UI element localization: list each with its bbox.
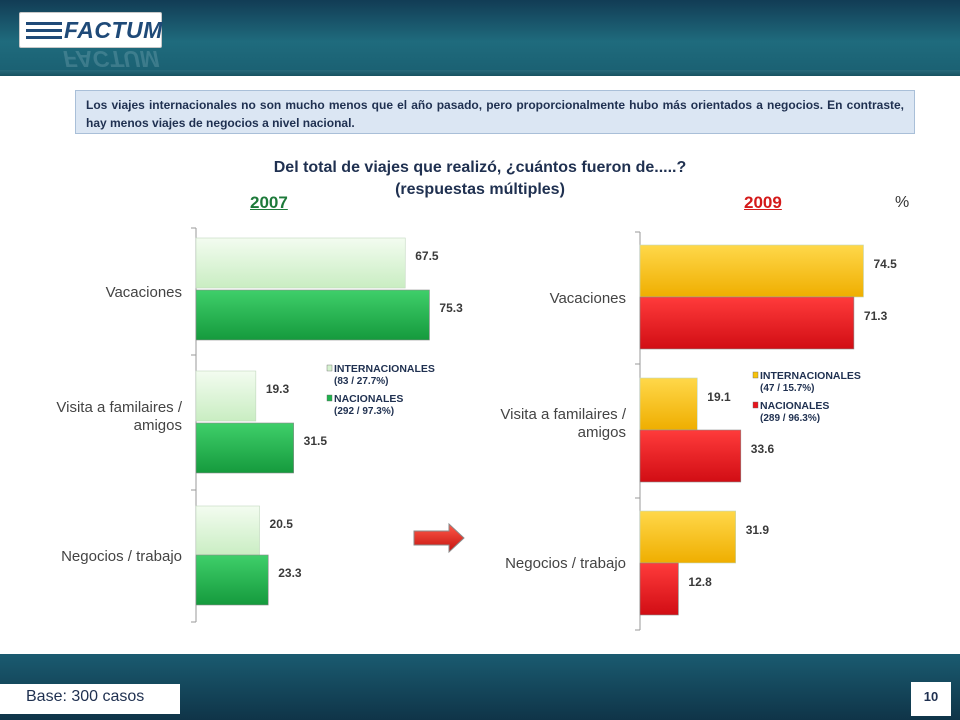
chart-2007: Vacaciones 67.5 75.3 Visita a familaires /a… bbox=[56, 227, 463, 623]
bar-value-label: 19.3 bbox=[266, 382, 290, 396]
category-label: Visita a familaires / bbox=[56, 399, 182, 416]
category-label: amigos bbox=[578, 424, 626, 441]
category-label: amigos bbox=[134, 417, 182, 434]
bar-value-label: 20.5 bbox=[270, 517, 294, 531]
bar-value-label: 31.9 bbox=[746, 523, 770, 537]
legend-swatch bbox=[326, 364, 333, 372]
question-line-2: (respuestas múltiples) bbox=[395, 181, 565, 198]
question-line-1: Del total de viajes que realizó, ¿cuánto… bbox=[273, 159, 687, 176]
bar-value-label: 67.5 bbox=[415, 249, 439, 263]
bar-nacionales bbox=[195, 554, 269, 606]
legend-label: INTERNACIONALES bbox=[334, 363, 435, 375]
page-number-box bbox=[911, 682, 951, 716]
legend-swatch bbox=[752, 401, 759, 409]
year-2009-label: 2009 bbox=[744, 193, 782, 212]
bar-internacionales bbox=[195, 505, 260, 557]
bar-value-label: 23.3 bbox=[278, 566, 302, 580]
bar-nacionales bbox=[639, 429, 742, 483]
bar-value-label: 71.3 bbox=[864, 309, 888, 323]
factum-logo: FACTUM bbox=[19, 12, 162, 48]
legend-swatch bbox=[752, 371, 759, 379]
category-label: Visita a familaires / bbox=[500, 406, 626, 423]
bar-value-label: 31.5 bbox=[304, 434, 328, 448]
logo-stripes-icon bbox=[26, 22, 62, 39]
arrow-icon bbox=[413, 522, 465, 554]
question-title: Del total de viajes que realizó, ¿cuánto… bbox=[180, 157, 780, 201]
bar-value-label: 75.3 bbox=[439, 301, 463, 315]
legend-label: NACIONALES bbox=[334, 393, 403, 405]
page-number: 10 bbox=[923, 689, 939, 704]
legend-label: INTERNACIONALES bbox=[760, 370, 861, 382]
bar-internacionales bbox=[195, 370, 257, 422]
bar-value-label: 19.1 bbox=[707, 390, 731, 404]
bar-internacionales bbox=[639, 244, 864, 298]
legend-detail: (47 / 15.7%) bbox=[760, 383, 814, 394]
unit-label: % bbox=[895, 194, 910, 211]
bar-nacionales bbox=[639, 296, 855, 350]
bar-value-label: 74.5 bbox=[874, 257, 898, 271]
legend-swatch bbox=[326, 394, 333, 402]
base-sample-text: Base: 300 casos bbox=[26, 688, 145, 705]
logo-text: FACTUM bbox=[64, 17, 163, 43]
legend-detail: (289 / 96.3%) bbox=[760, 413, 820, 424]
bar-internacionales bbox=[639, 510, 736, 564]
category-label: Vacaciones bbox=[106, 284, 182, 301]
bar-value-label: 12.8 bbox=[688, 575, 712, 589]
summary-note: Los viajes internacionales no son mucho … bbox=[75, 90, 915, 134]
chart-2009: Vacaciones 74.5 71.3 Visita a familaires /a… bbox=[500, 231, 898, 631]
legend-detail: (292 / 97.3%) bbox=[334, 406, 394, 417]
legend-label: NACIONALES bbox=[760, 400, 829, 412]
legend-detail: (83 / 27.7%) bbox=[334, 376, 388, 387]
year-2007-label: 2007 bbox=[250, 193, 288, 212]
category-label: Negocios / trabajo bbox=[505, 555, 626, 572]
bar-nacionales bbox=[639, 562, 679, 616]
category-label: Negocios / trabajo bbox=[61, 548, 182, 565]
base-box bbox=[0, 684, 180, 714]
bar-nacionales bbox=[195, 289, 430, 341]
bar-nacionales bbox=[195, 422, 294, 474]
bar-internacionales bbox=[195, 237, 406, 289]
bar-internacionales bbox=[639, 377, 698, 431]
bar-value-label: 33.6 bbox=[751, 442, 775, 456]
category-label: Vacaciones bbox=[550, 290, 626, 307]
